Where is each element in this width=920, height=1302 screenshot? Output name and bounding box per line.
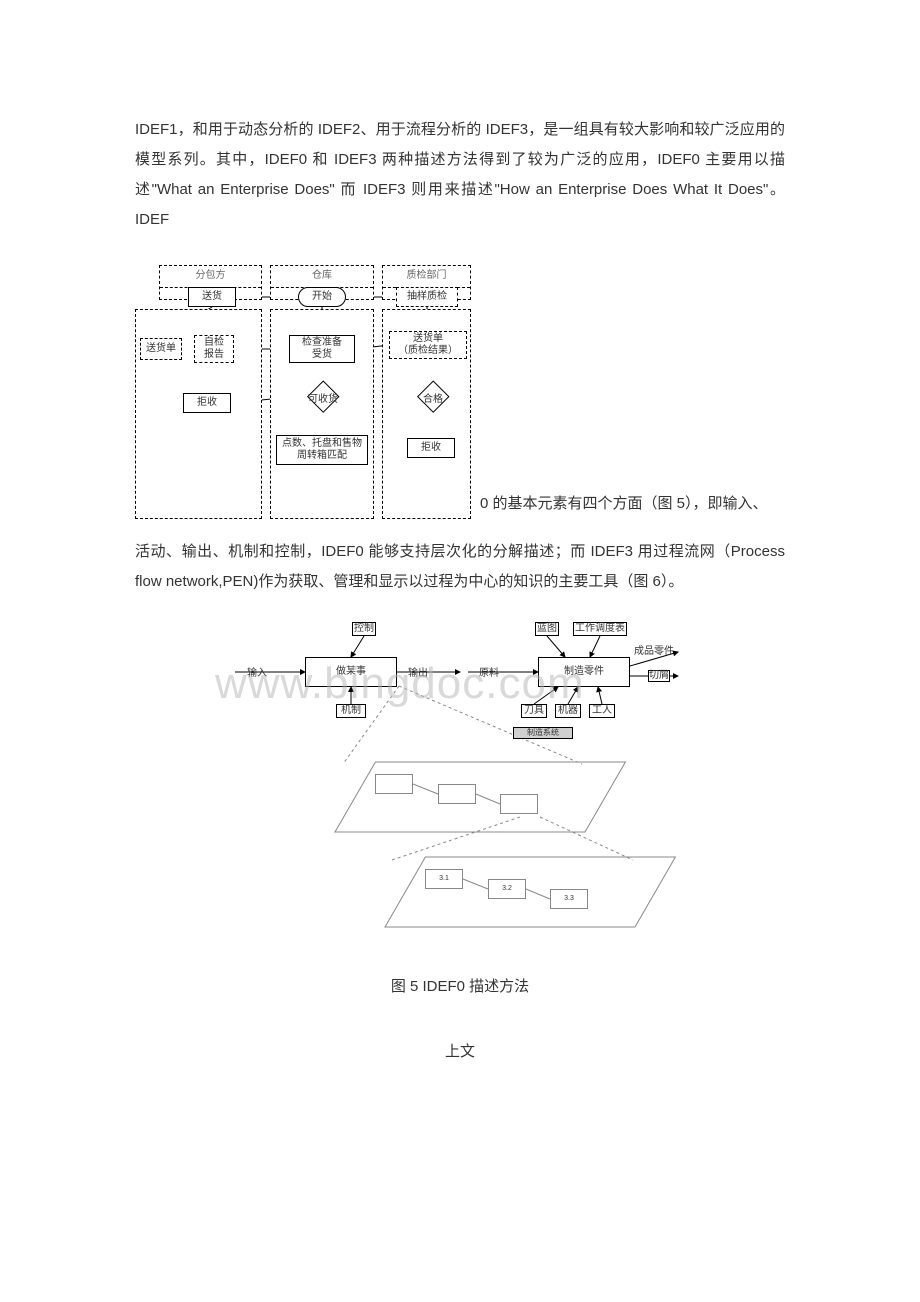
- diagram-mini-box: [500, 794, 538, 814]
- diagram-2: 控制 蓝图工作调度表输入 输出 原料 成品零件切屑 做某事 制造零件机制 刀具机器工人制造系统…: [230, 622, 690, 942]
- diagram-label: 原料: [477, 664, 501, 676]
- flowchart-node: 开始: [298, 287, 346, 307]
- diagram-label: 工人: [589, 704, 615, 718]
- diagram-label: 刀具: [521, 704, 547, 718]
- inline-text-after-fig1: 0 的基本元素有四个方面（图 5），即输入、: [480, 495, 768, 512]
- flowchart-node: 送货单 （质检结果）: [389, 331, 467, 359]
- diagram-mini-box: 3.1: [425, 869, 463, 889]
- lane-label: 仓库: [271, 266, 373, 288]
- diagram-label: 蓝图: [535, 622, 559, 636]
- diagram-label: 机器: [555, 704, 581, 718]
- flowchart-node: 抽样质检: [396, 287, 458, 307]
- flowchart-1: 分包方仓库质检部门送货 开始 抽样质检送货单自检 报告 检查准备 受货 送货单 （质检结…: [135, 265, 480, 519]
- diagram-label: 控制: [352, 622, 376, 636]
- caption-fig5: 图 5 IDEF0 描述方法: [135, 972, 785, 1002]
- flowchart-node: 送货单: [140, 338, 182, 360]
- diagram-main-box: 做某事: [305, 657, 397, 687]
- flowchart-node: 拒收: [183, 393, 231, 413]
- caption-shangwen: 上文: [135, 1037, 785, 1067]
- diagram-gray-bar: 制造系统: [513, 727, 573, 739]
- diagram-label: 成品零件: [632, 642, 676, 654]
- flowchart-node: 检查准备 受货: [289, 335, 355, 363]
- diagram-label: 工作调度表: [573, 622, 627, 636]
- diagram-label: 机制: [336, 704, 366, 718]
- diagram-label: 输入: [245, 664, 269, 676]
- diagram-mini-box: 3.3: [550, 889, 588, 909]
- paragraph-1: IDEF1，和用于动态分析的 IDEF2、用于流程分析的 IDEF3，是一组具有…: [135, 115, 785, 235]
- paragraph-2: 活动、输出、机制和控制，IDEF0 能够支持层次化的分解描述；而 IDEF3 用…: [135, 537, 785, 597]
- diagram-mini-box: [438, 784, 476, 804]
- lane-label: 质检部门: [383, 266, 470, 288]
- flowchart-node: 拒收: [407, 438, 455, 458]
- diagram-label: 切屑: [648, 670, 670, 682]
- flowchart-node: 自检 报告: [194, 335, 234, 363]
- lane-label: 分包方: [160, 266, 261, 288]
- flowchart-node: 送货: [188, 287, 236, 307]
- flowchart-node: 点数、托盘和售物 周转箱匹配: [276, 435, 368, 465]
- diagram-mini-box: [375, 774, 413, 794]
- diagram-mini-box: 3.2: [488, 879, 526, 899]
- diagram-main-box: 制造零件: [538, 657, 630, 687]
- diagram-label: 输出: [406, 664, 430, 676]
